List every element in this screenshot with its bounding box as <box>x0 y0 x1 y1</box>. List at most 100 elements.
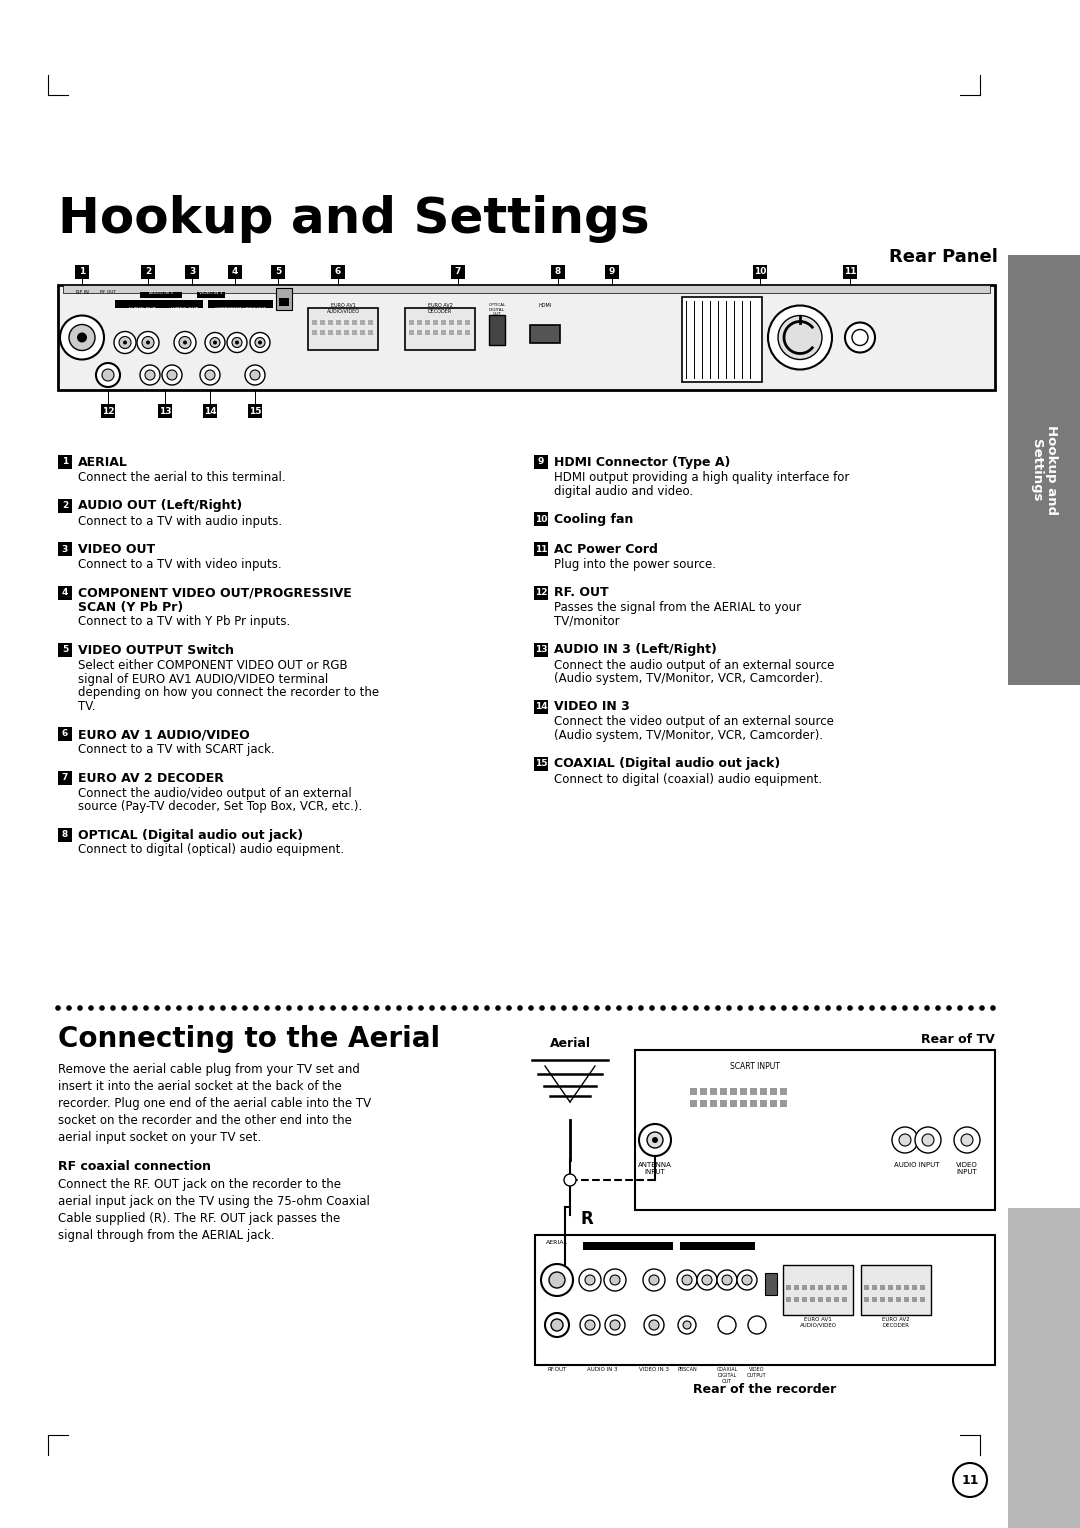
Bar <box>750 1100 757 1106</box>
Circle shape <box>550 1005 556 1012</box>
Bar <box>896 1285 901 1290</box>
Circle shape <box>647 1132 663 1148</box>
Text: VIDEO OUT: VIDEO OUT <box>172 307 199 312</box>
Bar <box>740 1088 747 1096</box>
Bar <box>680 1242 755 1250</box>
Text: 13: 13 <box>535 645 548 654</box>
Circle shape <box>957 1005 962 1012</box>
Circle shape <box>585 1274 595 1285</box>
Circle shape <box>954 1128 980 1154</box>
Circle shape <box>55 1005 60 1012</box>
Text: AUDIO OUT: AUDIO OUT <box>594 1242 625 1248</box>
Circle shape <box>580 1316 600 1335</box>
Circle shape <box>683 1005 688 1012</box>
Bar <box>114 299 170 309</box>
Circle shape <box>110 1005 116 1012</box>
Circle shape <box>617 1005 622 1012</box>
Bar <box>842 1297 847 1302</box>
Bar <box>690 1100 697 1106</box>
Text: (Audio system, TV/Monitor, VCR, Camcorder).: (Audio system, TV/Monitor, VCR, Camcorde… <box>554 729 823 743</box>
Circle shape <box>804 1005 809 1012</box>
Circle shape <box>154 1005 160 1012</box>
Circle shape <box>781 1005 787 1012</box>
Text: COMPONENT VIDEO OUT: COMPONENT VIDEO OUT <box>215 307 266 312</box>
Bar <box>449 330 454 335</box>
Text: aerial input jack on the TV using the 75-ohm Coaxial: aerial input jack on the TV using the 75… <box>58 1195 369 1209</box>
Circle shape <box>199 1005 204 1012</box>
Circle shape <box>715 1005 720 1012</box>
Circle shape <box>352 1005 357 1012</box>
Circle shape <box>253 1005 259 1012</box>
Text: RGB: RGB <box>767 1297 775 1300</box>
Bar <box>534 455 548 469</box>
Text: AUDIO IN 3 (Left/Right): AUDIO IN 3 (Left/Right) <box>554 643 717 657</box>
Bar <box>75 264 89 280</box>
Bar <box>328 319 333 325</box>
Bar <box>861 1265 931 1316</box>
Text: 2: 2 <box>145 267 151 277</box>
Circle shape <box>210 338 220 347</box>
Text: Connect to digital (coaxial) audio equipment.: Connect to digital (coaxial) audio equip… <box>554 773 822 785</box>
Bar <box>534 642 548 657</box>
Circle shape <box>748 1005 754 1012</box>
Text: Rear Panel: Rear Panel <box>889 248 998 266</box>
Bar <box>888 1285 893 1290</box>
Circle shape <box>275 1005 281 1012</box>
Text: COMPONENT VIDEO OUT/PROGRESSIVE: COMPONENT VIDEO OUT/PROGRESSIVE <box>78 587 352 599</box>
Circle shape <box>899 1134 912 1146</box>
Circle shape <box>594 1005 599 1012</box>
Text: Connect the audio output of an external source: Connect the audio output of an external … <box>554 659 835 671</box>
Circle shape <box>549 1271 565 1288</box>
Bar <box>185 264 199 280</box>
Circle shape <box>227 333 247 353</box>
Bar <box>336 330 341 335</box>
Text: AERIAL: AERIAL <box>546 1241 568 1245</box>
Circle shape <box>99 1005 105 1012</box>
Bar <box>872 1285 877 1290</box>
Text: 6: 6 <box>62 729 68 738</box>
Circle shape <box>914 1005 919 1012</box>
Circle shape <box>610 1274 620 1285</box>
Text: Cooling fan: Cooling fan <box>554 513 633 526</box>
Bar <box>409 319 414 325</box>
Circle shape <box>441 1005 446 1012</box>
Circle shape <box>245 365 265 385</box>
Circle shape <box>924 1005 930 1012</box>
Text: 14: 14 <box>535 701 548 711</box>
Circle shape <box>137 332 159 353</box>
Bar <box>864 1297 869 1302</box>
Circle shape <box>220 1005 226 1012</box>
Circle shape <box>232 338 242 347</box>
Text: 5: 5 <box>62 645 68 654</box>
Text: AERIAL: AERIAL <box>78 455 127 469</box>
Circle shape <box>341 1005 347 1012</box>
Circle shape <box>167 370 177 380</box>
Text: 1: 1 <box>62 457 68 466</box>
Bar <box>710 1088 717 1096</box>
Circle shape <box>235 341 239 344</box>
Bar <box>534 756 548 770</box>
Bar <box>102 403 114 419</box>
Circle shape <box>990 1005 996 1012</box>
Circle shape <box>89 1005 94 1012</box>
Text: ANTENNA
INPUT: ANTENNA INPUT <box>638 1161 672 1175</box>
Bar <box>904 1297 909 1302</box>
Bar <box>786 1285 791 1290</box>
Bar <box>336 319 341 325</box>
Bar <box>818 1297 823 1302</box>
Text: EURO AV2
DECODER: EURO AV2 DECODER <box>882 1317 909 1328</box>
Circle shape <box>205 333 225 353</box>
Circle shape <box>627 1005 633 1012</box>
Text: SCAN (Y Pb Pr): SCAN (Y Pb Pr) <box>78 601 184 614</box>
Bar <box>58 770 72 784</box>
Circle shape <box>162 365 183 385</box>
Text: socket on the recorder and the other end into the: socket on the recorder and the other end… <box>58 1114 352 1128</box>
Bar <box>168 299 203 309</box>
Bar <box>417 330 422 335</box>
Bar <box>58 643 72 657</box>
Text: 7: 7 <box>62 773 68 782</box>
Text: EURO AV1
AUDIO/VIDEO: EURO AV1 AUDIO/VIDEO <box>326 303 360 313</box>
Circle shape <box>953 1462 987 1497</box>
Text: COAXIAL
DIGITAL
OUT: COAXIAL DIGITAL OUT <box>716 1368 738 1383</box>
Circle shape <box>742 1274 752 1285</box>
